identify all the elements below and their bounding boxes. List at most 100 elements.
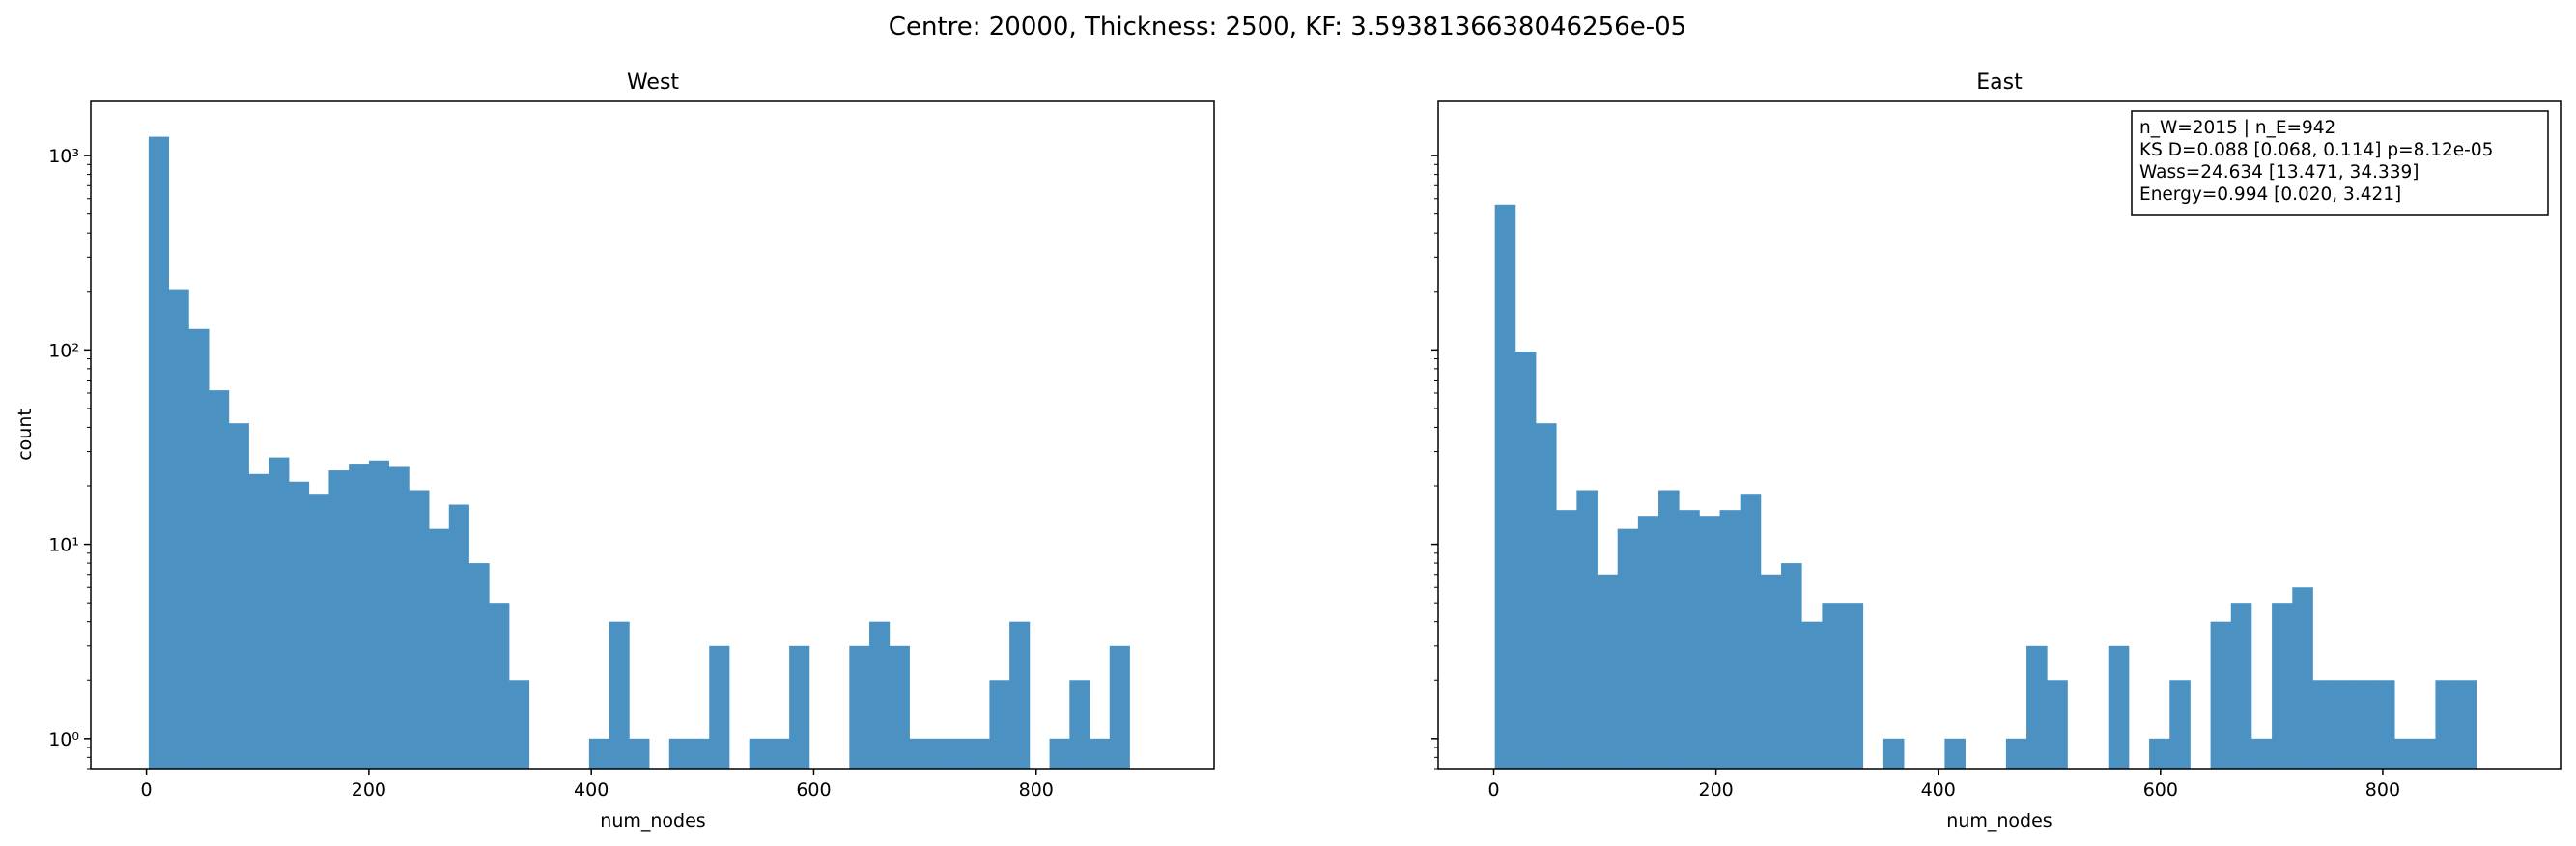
west-bar-40 [948,738,971,769]
west-bar-35 [849,645,870,769]
east-xtick-label-4: 800 [2365,779,2400,801]
west-bar-37 [889,645,910,769]
east-axes-frame [1437,100,2562,770]
east-bar-42 [2353,680,2375,769]
west-bar-36 [869,621,891,769]
east-bar-15 [1801,621,1823,769]
east-bar-10 [1699,516,1720,769]
west-title: West [627,70,679,95]
east-bar-1 [1514,352,1537,769]
east-xtick-label-1: 200 [1698,779,1733,801]
west-ytick-label-2: 10² [48,340,79,361]
west-ytick-label-3: 10³ [48,146,79,167]
west-bar-32 [789,645,810,769]
east-panel: East 0 200 400 600 800 num_nodes n_W=2015 | … [1431,70,2562,832]
west-bar-1 [168,289,189,769]
east-bar-39 [2292,587,2313,769]
east-bar-38 [2272,603,2293,769]
west-xtick-label-4: 800 [1019,779,1054,801]
east-title: East [1976,70,2023,95]
west-xtick-label-3: 600 [796,779,831,801]
east-bar-9 [1679,510,1700,769]
stats-annotation-frame [2131,110,2549,216]
west-ylabel: count [14,409,36,461]
east-xtick-label-3: 600 [2143,779,2178,801]
west-bar-18 [508,680,530,769]
west-bar-15 [448,504,469,769]
east-ticks: 0 200 400 600 800 [1431,155,2400,801]
east-bar-17 [1842,603,1864,769]
west-bar-16 [468,563,490,769]
east-bar-40 [2312,680,2335,769]
east-bar-22 [1944,738,1966,769]
west-xtick-label-0: 0 [141,779,153,801]
west-bar-27 [689,738,710,769]
east-bar-8 [1658,490,1680,769]
east-bars [1494,204,2477,769]
west-bar-2 [188,328,210,769]
east-bar-0 [1494,204,1516,769]
west-bar-5 [248,473,269,769]
east-bar-27 [2047,680,2068,769]
west-bar-48 [1109,645,1130,769]
west-bar-28 [709,645,730,769]
west-bar-30 [749,738,770,769]
east-bar-33 [2169,680,2191,769]
east-bar-13 [1760,574,1782,769]
stats-line-wass: Wass=24.634 [13.471, 34.339] [2139,162,2420,183]
east-bar-41 [2333,680,2355,769]
west-bar-23 [609,621,630,769]
west-bar-38 [909,738,930,769]
west-bar-10 [349,464,370,769]
west-bar-42 [989,680,1010,769]
east-bar-7 [1637,516,1659,769]
west-bar-4 [228,423,249,769]
east-xtick-label-0: 0 [1487,779,1499,801]
west-bars [148,136,1130,770]
east-bar-30 [2108,645,2130,769]
west-bar-31 [769,738,790,769]
east-bar-35 [2210,621,2232,769]
east-xtick-label-2: 400 [1921,779,1956,801]
east-bar-47 [2455,680,2477,769]
east-bar-12 [1740,494,1762,769]
east-bar-45 [2415,738,2436,769]
east-bar-32 [2149,738,2170,769]
east-bar-11 [1719,510,1741,769]
east-bar-6 [1617,528,1639,769]
west-bar-26 [668,738,690,769]
west-axes-frame [90,100,1215,770]
west-xtick-label-1: 200 [352,779,386,801]
east-bar-19 [1882,738,1905,769]
stats-line-counts: n_W=2015 | n_E=942 [2139,118,2335,138]
west-bar-9 [328,470,350,769]
west-bar-47 [1090,738,1111,769]
west-bar-24 [629,738,650,769]
west-bar-22 [588,738,609,769]
west-ytick-label-0: 10⁰ [48,729,79,750]
west-bar-17 [489,603,510,769]
stats-line-energy: Energy=0.994 [0.020, 3.421] [2139,184,2401,205]
figure-suptitle: Centre: 20000, Thickness: 2500, KF: 3.59… [889,13,1686,42]
west-bar-39 [929,738,950,769]
east-bar-44 [2394,738,2416,769]
west-bar-13 [409,490,430,769]
east-bar-5 [1597,574,1619,769]
west-bar-7 [288,481,310,769]
west-bar-12 [388,466,410,769]
east-bar-2 [1536,423,1557,769]
east-bar-36 [2230,603,2252,769]
west-bar-3 [209,390,230,769]
east-bar-26 [2026,645,2048,769]
west-bar-11 [368,460,389,769]
stats-annotation-box: n_W=2015 | n_E=942 KS D=0.088 [0.068, 0.… [2131,110,2549,216]
east-bar-16 [1822,603,1843,769]
west-bar-6 [269,457,290,769]
west-xlabel: num_nodes [600,810,705,832]
west-bar-0 [148,136,170,770]
west-panel: West 0 200 400 600 800 10⁰ 10¹ 10² 10³ num_nodes… [14,70,1215,832]
west-bar-46 [1069,680,1090,769]
west-bar-14 [429,528,450,769]
west-bar-41 [969,738,990,769]
